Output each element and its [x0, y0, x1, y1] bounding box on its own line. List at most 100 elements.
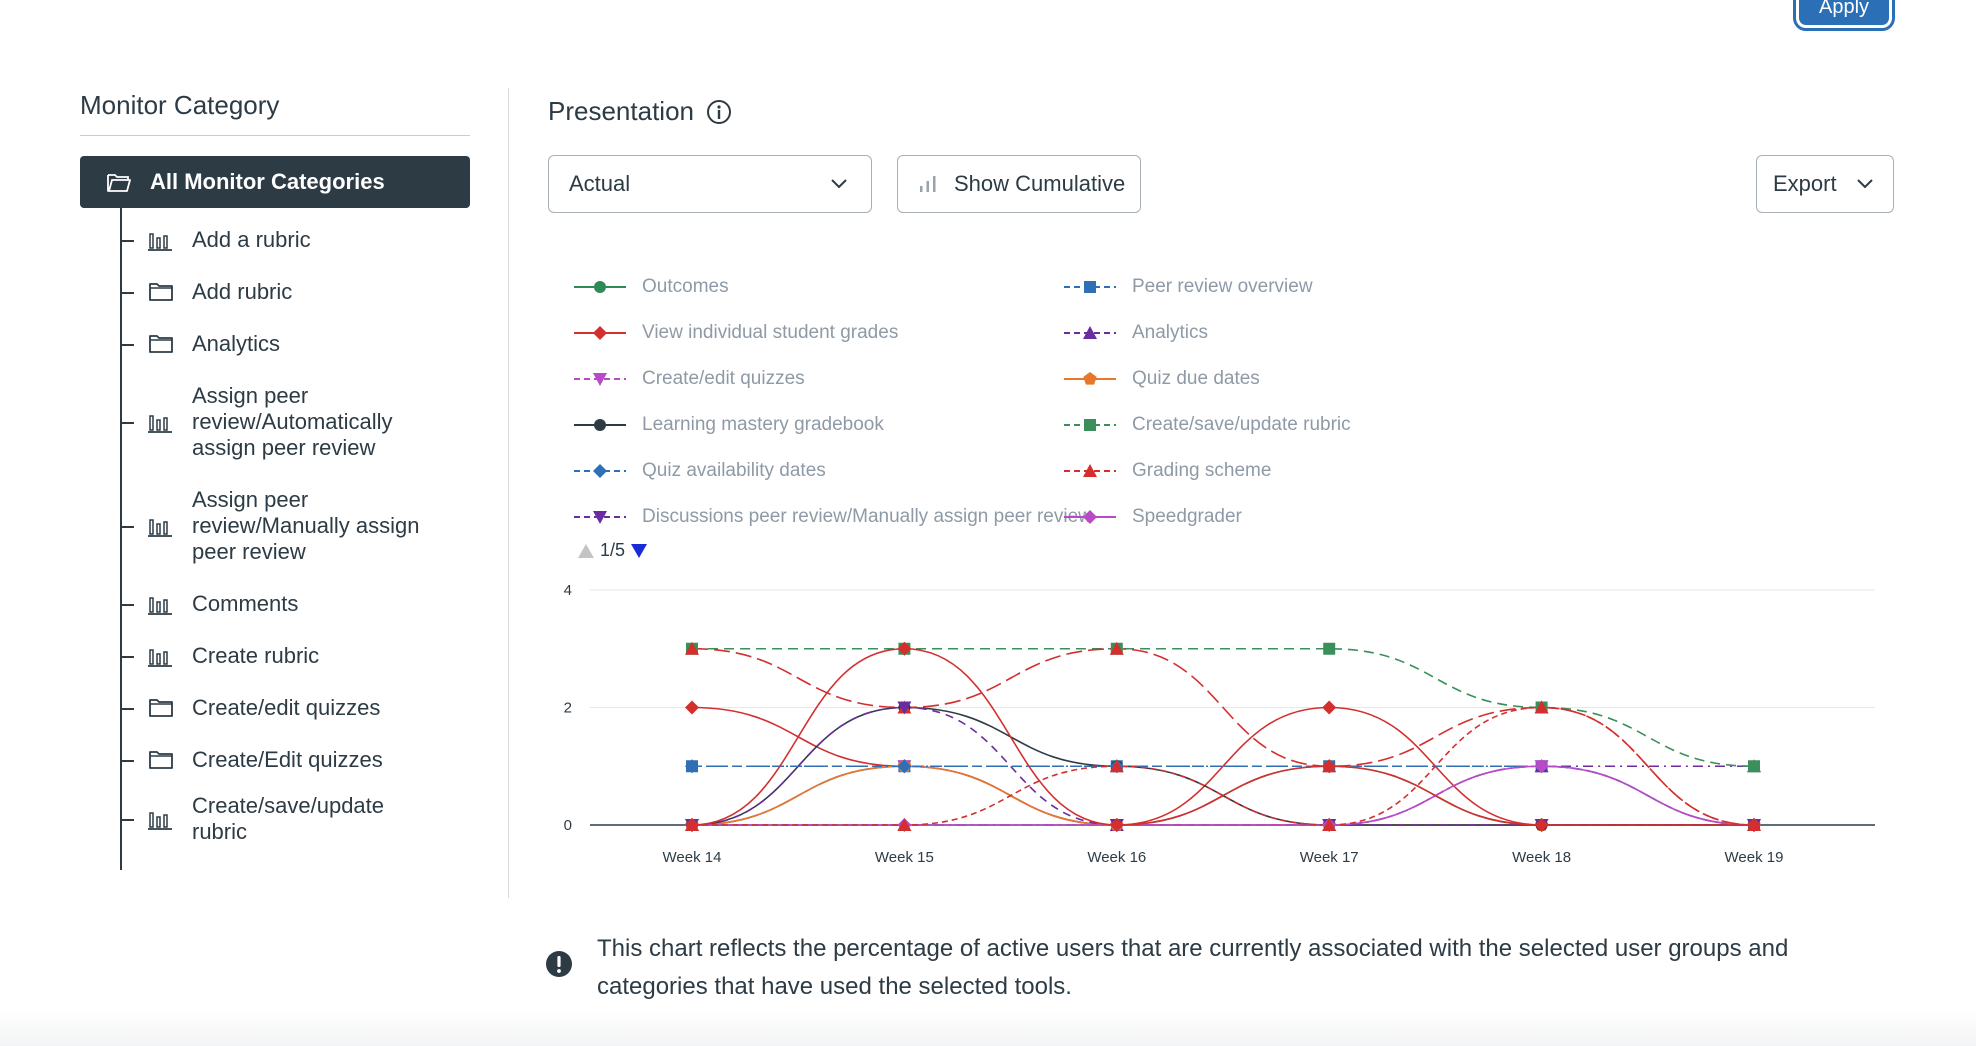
- legend-item[interactable]: View individual student grades: [572, 322, 898, 344]
- presentation-heading: Presentation: [548, 96, 732, 127]
- sidebar-item[interactable]: Create/save/update rubric: [120, 786, 470, 852]
- data-point[interactable]: [897, 701, 912, 715]
- tree-branch: [120, 656, 134, 658]
- legend-swatch: [574, 464, 626, 478]
- data-point[interactable]: [1322, 818, 1337, 831]
- legend-label: Grading scheme: [1132, 460, 1272, 481]
- pager-up-icon[interactable]: [576, 542, 596, 560]
- legend-swatch: [574, 511, 626, 524]
- data-point[interactable]: [685, 759, 699, 774]
- sidebar-item[interactable]: Assign peer review/Automatically assign …: [120, 370, 470, 474]
- chevron-down-icon: [1857, 179, 1873, 189]
- data-point[interactable]: [685, 700, 699, 715]
- data-point[interactable]: [1109, 818, 1124, 832]
- sidebar-item-label: Add a rubric: [192, 227, 311, 252]
- data-point[interactable]: [897, 818, 912, 831]
- data-point[interactable]: [1109, 759, 1124, 773]
- series-line: [692, 765, 1755, 826]
- data-point[interactable]: [897, 759, 912, 774]
- chart-note: This chart reflects the percentage of ac…: [545, 930, 1885, 1006]
- x-tick-label: Week 19: [1725, 849, 1784, 866]
- legend-swatch: [574, 419, 626, 431]
- legend-swatch: [1064, 464, 1116, 477]
- show-cumulative-button[interactable]: Show Cumulative: [897, 155, 1141, 213]
- pager-down-icon[interactable]: [629, 542, 649, 560]
- sidebar-item-label: Create rubric: [192, 643, 320, 668]
- data-point[interactable]: [1109, 641, 1124, 655]
- legend-label: Learning mastery gradebook: [642, 414, 884, 435]
- sidebar-item[interactable]: Assign peer review/Manually assign peer …: [120, 474, 470, 578]
- y-tick-label: 2: [564, 700, 572, 717]
- legend-swatch: [1064, 281, 1116, 293]
- legend-item[interactable]: Outcomes: [572, 276, 729, 298]
- bar-chart-icon: [148, 519, 172, 537]
- legend-label: Speedgrader: [1132, 506, 1242, 527]
- sidebar-item-label: Create/edit quizzes: [192, 695, 381, 720]
- legend-item[interactable]: Quiz availability dates: [572, 460, 826, 482]
- data-point[interactable]: [1534, 818, 1549, 832]
- presentation-select[interactable]: Actual: [548, 155, 872, 213]
- legend-label: Create/save/update rubric: [1132, 414, 1351, 435]
- data-point[interactable]: [685, 641, 699, 655]
- warning-icon: [546, 951, 572, 977]
- legend-item[interactable]: Speedgrader: [1062, 506, 1242, 528]
- data-point[interactable]: [1748, 760, 1760, 773]
- series-line: [691, 647, 1754, 826]
- bar-chart-icon: [148, 649, 172, 667]
- folder-icon: [149, 751, 173, 769]
- sidebar-item-label: Analytics: [192, 331, 281, 356]
- apply-button[interactable]: Apply: [1793, 0, 1895, 31]
- info-icon[interactable]: [706, 99, 732, 125]
- bar-chart-icon: [148, 415, 172, 433]
- data-point[interactable]: [1534, 759, 1549, 774]
- legend-item[interactable]: Learning mastery gradebook: [572, 414, 884, 436]
- legend-swatch: [1064, 372, 1116, 385]
- legend-item[interactable]: Quiz due dates: [1062, 368, 1260, 390]
- legend-pager: 1/5: [576, 540, 649, 561]
- sidebar-item-label: Assign peer review/Automatically assign …: [192, 383, 393, 460]
- data-point[interactable]: [1322, 759, 1337, 774]
- sidebar-item[interactable]: Add rubric: [120, 266, 470, 318]
- legend-label: Peer review overview: [1132, 276, 1313, 297]
- legend-item[interactable]: Create/save/update rubric: [1062, 414, 1351, 436]
- sidebar-item[interactable]: Create/edit quizzes: [120, 682, 470, 734]
- tree-branch: [120, 292, 134, 294]
- sidebar-item[interactable]: Add a rubric: [120, 214, 470, 266]
- series-line: [691, 647, 1755, 826]
- legend-label: Discussions peer review/Manually assign …: [642, 506, 1092, 527]
- data-point[interactable]: [1322, 700, 1337, 715]
- legend-item[interactable]: Grading scheme: [1062, 460, 1271, 482]
- sidebar-item[interactable]: Comments: [120, 578, 470, 630]
- x-tick-label: Week 18: [1512, 849, 1571, 866]
- legend-swatch: [1064, 326, 1116, 339]
- tree-branch: [120, 708, 134, 710]
- legend-item[interactable]: Peer review overview: [1062, 276, 1313, 298]
- legend-swatch: [574, 281, 626, 293]
- legend-label: Quiz due dates: [1132, 368, 1260, 389]
- all-monitor-categories-button[interactable]: All Monitor Categories: [80, 156, 470, 208]
- export-button[interactable]: Export: [1756, 155, 1894, 213]
- tree-branch: [120, 240, 134, 242]
- data-point[interactable]: [897, 641, 912, 656]
- legend-item[interactable]: Analytics: [1062, 322, 1208, 344]
- legend-item[interactable]: Create/edit quizzes: [572, 368, 805, 390]
- sidebar-item[interactable]: Create/Edit quizzes: [120, 734, 470, 786]
- x-tick-label: Week 16: [1087, 849, 1146, 866]
- sidebar-title: Monitor Category: [80, 90, 470, 136]
- legend-item[interactable]: Discussions peer review/Manually assign …: [572, 506, 1092, 528]
- tree-branch: [120, 604, 134, 606]
- data-point[interactable]: [1534, 700, 1549, 714]
- sidebar-item[interactable]: Create rubric: [120, 630, 470, 682]
- chevron-down-icon: [831, 179, 847, 189]
- sidebar-item[interactable]: Analytics: [120, 318, 470, 370]
- sidebar-item-label: Comments: [192, 591, 299, 616]
- data-point[interactable]: [1323, 642, 1336, 655]
- category-tree: Add a rubric Add rubric Analytics Assign pe…: [120, 208, 470, 870]
- data-point[interactable]: [685, 818, 699, 832]
- data-point[interactable]: [1747, 818, 1761, 832]
- bar-chart-icon: [148, 597, 172, 615]
- bar-chart-icon: [920, 176, 936, 192]
- bottom-fade: [0, 1010, 1976, 1046]
- sidebar-item-label: Create/save/update rubric: [192, 793, 385, 844]
- folder-open-icon: [107, 174, 131, 192]
